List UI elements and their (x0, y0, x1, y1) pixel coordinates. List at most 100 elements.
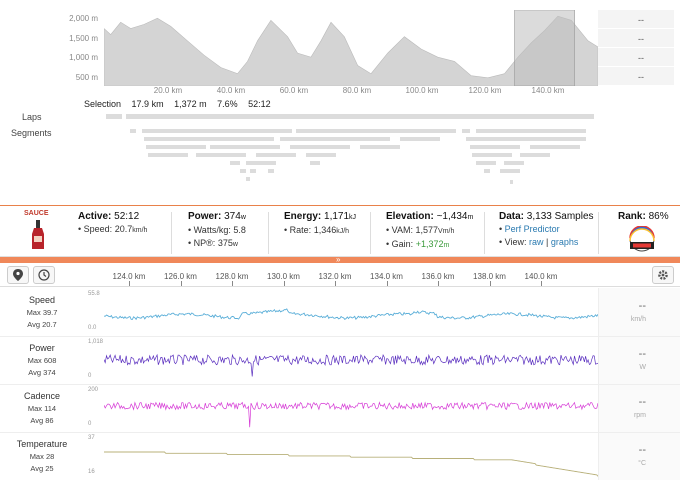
rate-unit: kJ/h (336, 228, 350, 235)
speed-value: 20.7 (114, 224, 133, 234)
graphs-x-tick: 128.0 km (215, 272, 249, 281)
segment-bar (280, 137, 390, 141)
lap-bar (126, 114, 594, 119)
chevron-down-icon[interactable]: » (336, 255, 341, 264)
channel-axis-bottom: 16 (88, 469, 95, 475)
graphs-x-tick: 124.0 km (112, 272, 146, 281)
channel-axis-bottom: 0.0 (88, 325, 97, 331)
gear-icon[interactable] (652, 266, 674, 284)
channel-readout-unit: W (639, 364, 646, 371)
segment-bar (148, 153, 188, 157)
active-label: Active: (78, 211, 112, 222)
channel-label-0: Speed Max 39.7 Avg 20.7 (0, 294, 84, 331)
segment-bar (240, 169, 246, 173)
channel-graph-3[interactable] (104, 432, 598, 480)
channel-readout-value: -- (638, 396, 646, 408)
collapse-toggle-bar[interactable]: » (0, 255, 680, 264)
elevation-value: ~1,434 (436, 211, 468, 222)
rank-value: 86% (648, 211, 669, 222)
segment-bar (196, 153, 246, 157)
channel-title: Cadence (23, 391, 61, 401)
gain-value: +1,372 (415, 239, 444, 249)
graphs-x-tick-mark (386, 281, 388, 286)
channel-readout-value: -- (638, 444, 646, 456)
elevation-profile-chart[interactable] (104, 10, 598, 86)
view-separator: | (546, 237, 549, 247)
np-value: 375 (217, 238, 233, 248)
selection-elevation: 1,372 m (174, 99, 207, 109)
uci-badge-icon[interactable] (626, 226, 658, 252)
channel-max: Max 608 (27, 356, 57, 365)
channel-graph-1[interactable] (104, 336, 598, 384)
channel-readout-value: -- (638, 300, 646, 312)
map-pin-icon[interactable] (7, 266, 29, 284)
segment-bar (310, 161, 320, 165)
segment-bar (466, 137, 586, 141)
channel-title: Power (29, 343, 55, 353)
segment-bar (472, 153, 512, 157)
np-unit: w (232, 241, 238, 248)
graphs-x-tick: 126.0 km (164, 272, 197, 281)
clock-icon[interactable] (33, 266, 55, 284)
elev-xtick: 20.0 km (153, 86, 183, 95)
channel-axis-bottom: 0 (88, 421, 92, 427)
selection-time: 52:12 (248, 99, 271, 109)
elev-side-value: -- (598, 29, 674, 48)
view-graphs-link[interactable]: graphs (550, 237, 579, 247)
view-raw-link[interactable]: raw (529, 237, 544, 247)
segment-bar (470, 145, 520, 149)
segment-bar (306, 153, 336, 157)
energy-value: 1,171 (324, 211, 350, 222)
channel-max: Max 114 (27, 404, 57, 413)
selection-grade: 7.6% (217, 99, 238, 109)
perf-predictor-link[interactable]: Perf Predictor (504, 224, 560, 234)
channel-line (104, 401, 598, 428)
segment-bar (256, 153, 296, 157)
segment-bar (520, 153, 550, 157)
stat-active: Active: 52:12 • Speed: 20.7km/h (78, 210, 147, 237)
elev-xtick: 140.0 km (531, 86, 565, 95)
channel-separator (0, 336, 680, 337)
channel-avg: Avg 25 (30, 464, 54, 473)
graphs-x-tick: 140.0 km (524, 272, 558, 281)
selection-label: Selection (84, 99, 122, 109)
lap-bar (106, 114, 122, 119)
channel-label-3: Temperature Max 28 Avg 25 (0, 438, 84, 475)
elev-side-value: -- (598, 67, 674, 86)
segment-bar (130, 129, 136, 133)
segment-bar (476, 129, 586, 133)
segments-label: Segments (11, 128, 52, 138)
power-value: 374 (224, 211, 241, 222)
segment-bar (500, 169, 520, 173)
elevation-unit: m (467, 214, 474, 221)
graphs-x-tick: 130.0 km (267, 272, 300, 281)
elev-ytick: 500 m (75, 73, 98, 82)
channel-readout-3: -- °C (598, 432, 680, 480)
segment-bar (296, 129, 456, 133)
segment-bar (476, 161, 496, 165)
gain-unit: m (443, 242, 450, 249)
elevation-side-panel: -- -- -- -- (598, 10, 674, 86)
wkg-label: • Watts/kg: (188, 225, 231, 235)
power-label: Power: (188, 211, 222, 222)
graphs-x-tick-mark (129, 281, 130, 286)
segment-bar (462, 129, 470, 133)
segments-track[interactable] (100, 110, 600, 190)
channel-graph-0[interactable] (104, 288, 598, 336)
graphs-x-tick-mark (438, 281, 439, 286)
segment-bar (246, 177, 250, 181)
channel-axis-top: 55.8 (88, 291, 100, 297)
rate-value: 1,346 (313, 225, 337, 235)
channel-readout-unit: rpm (633, 412, 646, 419)
segment-bar (230, 161, 240, 165)
segment-bar (268, 169, 274, 173)
graphs-x-tick-mark (283, 281, 285, 286)
graphs-x-tick: 136.0 km (421, 272, 455, 281)
channel-axis-bottom: 0 (88, 373, 92, 379)
channel-graph-2[interactable] (104, 384, 598, 432)
graphs-x-tick-mark (335, 281, 336, 286)
channel-readout-unit: °C (638, 460, 646, 467)
elev-ytick: 1,000 m (69, 53, 98, 62)
channel-avg: Avg 20.7 (27, 320, 57, 329)
elev-side-value: -- (598, 48, 674, 67)
